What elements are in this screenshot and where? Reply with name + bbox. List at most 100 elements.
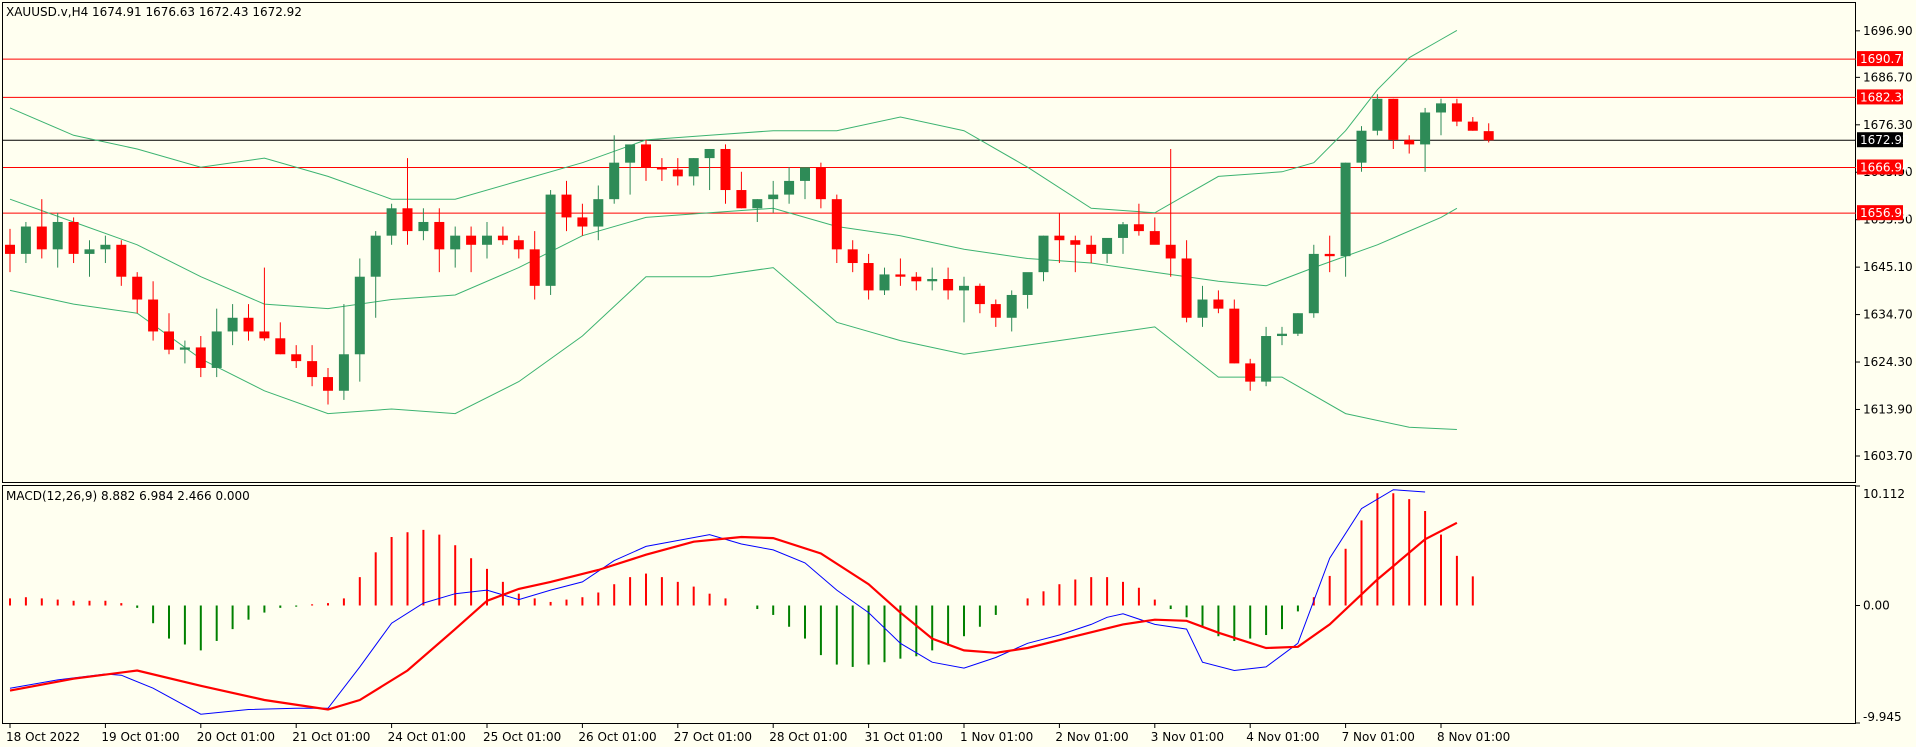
candle xyxy=(1245,358,1256,391)
candle-body xyxy=(513,240,524,250)
candle-body xyxy=(450,235,461,250)
candle xyxy=(402,158,413,245)
candle xyxy=(688,158,699,186)
level-price-tag: 1666.94 xyxy=(1857,159,1910,175)
candle xyxy=(625,144,636,195)
candle-body xyxy=(1006,294,1017,318)
candle xyxy=(1197,285,1208,327)
candle xyxy=(736,171,747,209)
current-price-tag-bg xyxy=(1857,132,1903,148)
candle-body xyxy=(1372,98,1383,131)
candle-body xyxy=(1054,235,1065,241)
candle-body xyxy=(148,299,159,332)
price-pane-frame xyxy=(2,2,1856,483)
candle xyxy=(84,240,95,277)
candle xyxy=(1181,240,1192,323)
time-tick-label: 27 Oct 01:00 xyxy=(674,730,752,744)
candle xyxy=(847,240,858,273)
candle xyxy=(1483,123,1494,143)
candle xyxy=(323,367,333,405)
candle-body xyxy=(1467,121,1478,131)
candle-body xyxy=(1404,139,1415,145)
candle xyxy=(672,158,683,186)
candle xyxy=(243,304,254,341)
candle-body xyxy=(672,169,683,177)
candle xyxy=(593,185,604,241)
candle xyxy=(116,240,127,286)
candle xyxy=(1006,290,1017,332)
candle xyxy=(1118,221,1128,254)
candle-body xyxy=(641,144,651,168)
candle xyxy=(911,272,922,291)
candle-body xyxy=(116,244,127,277)
candle xyxy=(1133,203,1144,236)
candle-body xyxy=(354,276,365,355)
candle-body xyxy=(1292,313,1303,334)
candle-body xyxy=(418,221,429,232)
price-tick-label: 1686.70 xyxy=(1863,70,1913,84)
candle xyxy=(815,162,826,209)
candle-body xyxy=(52,221,63,250)
candle-body xyxy=(959,285,969,291)
candle-body xyxy=(1388,98,1399,140)
candle xyxy=(52,212,63,268)
candle xyxy=(800,167,810,200)
candle xyxy=(1372,94,1383,136)
candle xyxy=(1102,237,1113,264)
time-tick-label: 8 Nov 01:00 xyxy=(1437,730,1510,744)
candle xyxy=(418,208,429,241)
candle-body xyxy=(895,274,906,277)
candle-body xyxy=(243,317,254,332)
candle xyxy=(959,276,969,323)
candle xyxy=(927,267,938,291)
time-tick-label: 21 Oct 01:00 xyxy=(292,730,370,744)
candle-body xyxy=(132,276,143,300)
macd-main-line xyxy=(9,489,1426,715)
candle xyxy=(434,208,445,273)
candle xyxy=(227,304,238,346)
candle xyxy=(609,135,620,204)
macd-pane-frame xyxy=(2,485,1856,724)
candle-body xyxy=(275,338,286,355)
candle-body xyxy=(1483,131,1494,141)
candle-body xyxy=(768,194,779,200)
candle xyxy=(5,228,15,273)
level-price-tag-bg xyxy=(1857,205,1903,221)
candle-body xyxy=(1261,336,1272,382)
candle-body xyxy=(1308,253,1319,314)
candle-body xyxy=(990,304,1001,318)
candle xyxy=(641,139,651,181)
candle xyxy=(211,308,222,378)
candle-body xyxy=(466,235,477,245)
candle xyxy=(1436,98,1446,136)
level-price-tag-text: 1656.93 xyxy=(1860,206,1910,220)
candle-body xyxy=(84,249,95,254)
level-price-tag-bg xyxy=(1857,159,1903,175)
candle-body xyxy=(5,244,15,254)
candle xyxy=(1324,235,1335,273)
candle xyxy=(307,345,318,387)
candle xyxy=(784,167,795,204)
candle xyxy=(1149,217,1160,245)
candle-body xyxy=(195,347,206,368)
price-tick-label: 1676.30 xyxy=(1863,118,1913,132)
candle-body xyxy=(704,148,715,159)
candle xyxy=(879,267,890,295)
candle-body xyxy=(1133,224,1144,232)
candle-body xyxy=(1213,299,1224,309)
macd-tick-label: 0.00 xyxy=(1863,598,1890,612)
candle xyxy=(656,158,667,181)
candle xyxy=(275,322,286,355)
ohlc-readout: 1674.91 1676.63 1672.43 1672.92 xyxy=(92,5,302,19)
candle xyxy=(1213,290,1224,314)
candle-body xyxy=(1165,244,1176,259)
candle-body xyxy=(847,249,858,264)
candle-body xyxy=(1149,231,1160,245)
current-price-tag-text: 1672.92 xyxy=(1860,133,1910,147)
candle xyxy=(831,194,842,264)
candle-body xyxy=(291,354,302,362)
candle-body xyxy=(1229,308,1240,364)
candle xyxy=(36,199,47,259)
candle xyxy=(895,258,906,286)
